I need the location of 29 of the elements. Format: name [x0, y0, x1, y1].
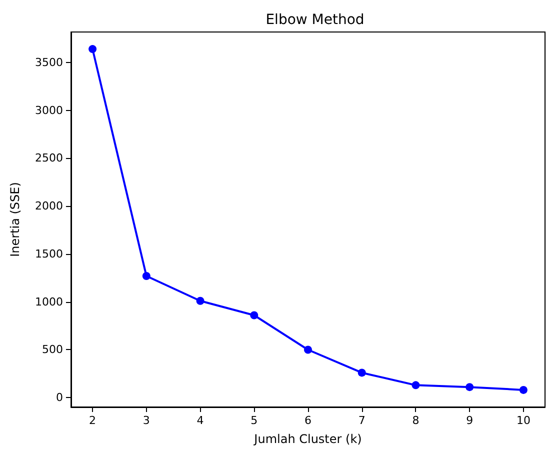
y-axis-title: Inertia (SSE) — [8, 182, 22, 257]
y-tick-label: 0 — [56, 391, 63, 404]
y-tick-label: 3000 — [35, 104, 63, 117]
x-tick-label: 6 — [304, 414, 312, 427]
chart-title: Elbow Method — [266, 12, 364, 28]
y-tick-label: 1500 — [35, 247, 63, 260]
x-tick-label: 10 — [516, 414, 530, 427]
point — [304, 346, 312, 354]
point — [88, 45, 97, 54]
x-tick-label: 2 — [89, 414, 96, 427]
point — [196, 296, 204, 305]
point — [142, 272, 150, 280]
x-axis-title: Jumlah Cluster (k) — [253, 432, 362, 446]
y-tick-label: 500 — [42, 343, 63, 356]
x-tick-label: 3 — [142, 414, 150, 427]
x-tick-label: 5 — [250, 414, 258, 427]
point — [250, 311, 258, 320]
point — [519, 386, 528, 394]
y-tick-label: 2000 — [35, 200, 63, 213]
x-tick-label: 9 — [466, 414, 474, 427]
point — [412, 381, 420, 390]
x-tick-label: 4 — [196, 414, 204, 427]
y-tick-label: 2500 — [35, 152, 63, 165]
y-tick-label: 1000 — [35, 295, 63, 308]
x-tick-label: 8 — [412, 414, 420, 427]
point — [358, 368, 366, 377]
x-tick-label: 7 — [358, 414, 366, 427]
y-tick-label: 3500 — [35, 56, 63, 69]
point — [466, 383, 474, 392]
